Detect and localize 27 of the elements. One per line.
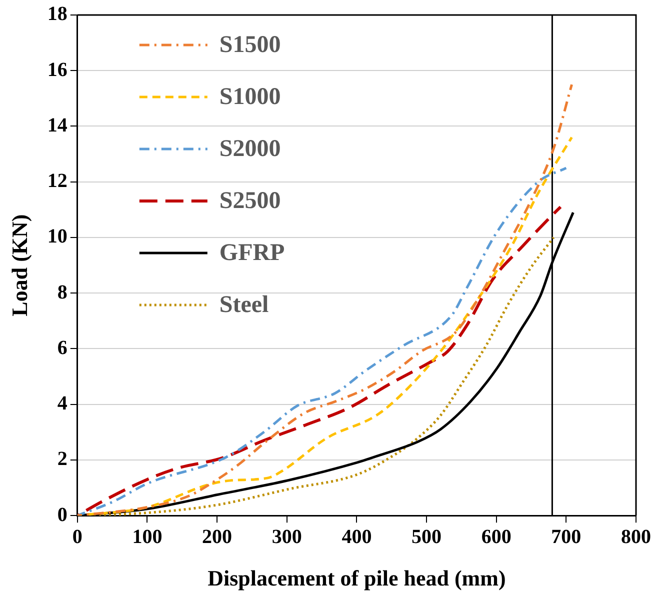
y-tick-label: 12 [47,170,68,192]
y-tick-label: 14 [47,114,68,136]
y-tick-label: 8 [57,281,68,304]
legend-label: S2000 [219,136,281,162]
x-tick-label: 100 [132,526,162,548]
x-axis-title: Displacement of pile head (mm) [208,565,506,590]
y-tick-label: 10 [47,226,68,248]
legend-label: GFRP [219,240,285,266]
x-tick-label: 700 [551,526,582,548]
y-tick-label: 18 [47,3,68,26]
y-tick-label: 4 [57,392,68,415]
y-tick-label: 6 [57,336,68,359]
x-tick-label: 200 [202,526,232,548]
x-tick-label: 500 [412,526,442,548]
x-tick-label: 800 [621,526,651,548]
y-tick-label: 0 [57,504,68,526]
legend-label: S2500 [219,188,281,214]
legend-label: Steel [219,292,270,318]
y-tick-label: 16 [47,58,68,81]
x-tick-label: 300 [272,526,302,548]
x-tick-label: 0 [72,526,82,548]
legend-label: S1500 [219,32,281,58]
y-axis-title: Load (KN) [6,214,32,316]
x-tick-label: 600 [481,526,512,548]
y-tick-label: 2 [57,448,68,470]
legend-label: S1000 [219,84,281,110]
x-tick-label: 400 [342,526,372,548]
